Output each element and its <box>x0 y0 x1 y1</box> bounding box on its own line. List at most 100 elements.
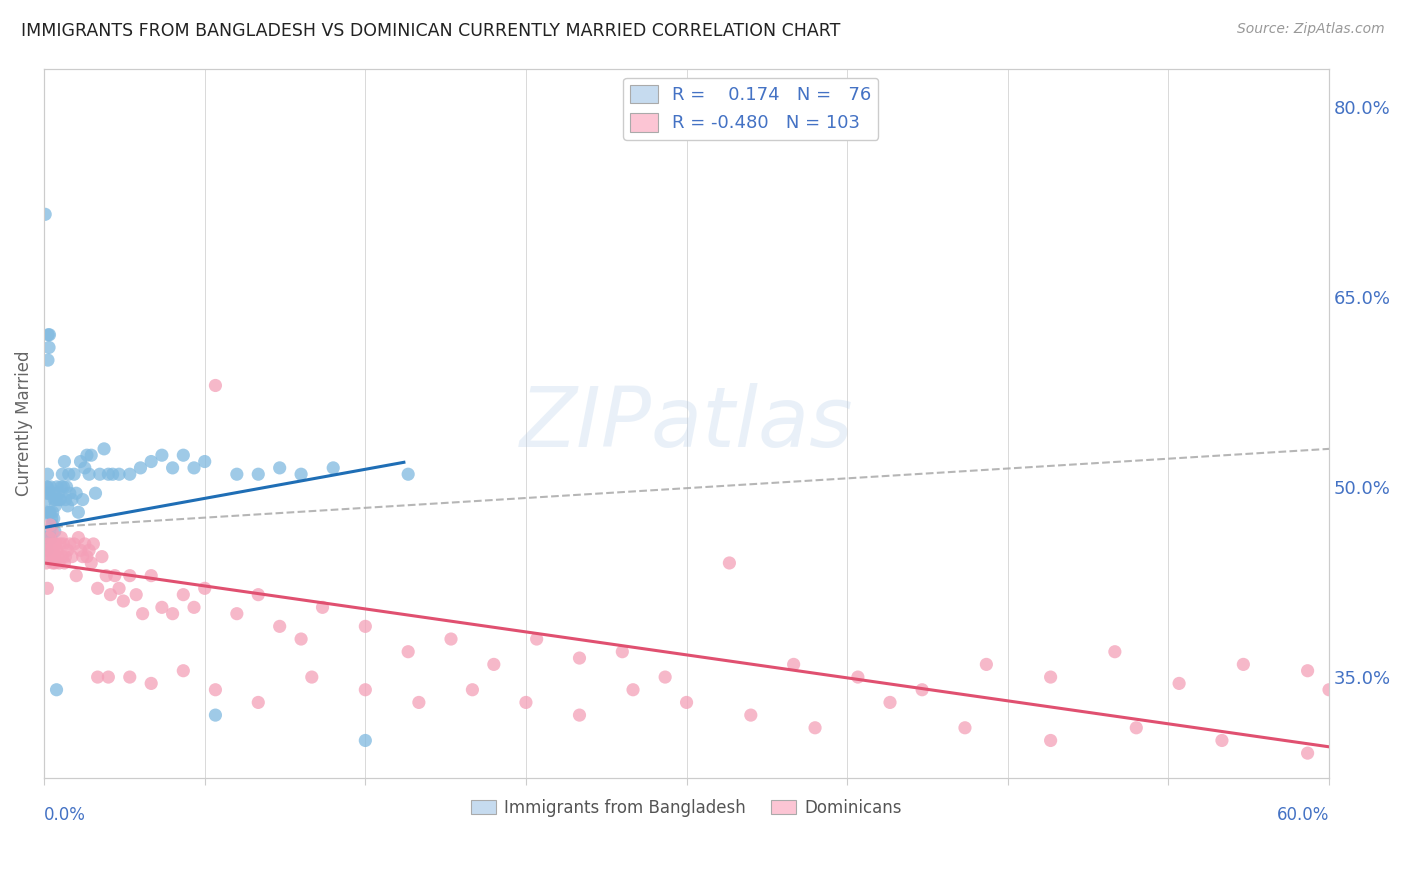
Point <box>225 607 247 621</box>
Point <box>45 682 67 697</box>
Point <box>440 632 463 646</box>
Point <box>89 467 111 482</box>
Point <box>129 461 152 475</box>
Point <box>354 733 377 747</box>
Point <box>162 461 184 475</box>
Point <box>150 448 173 462</box>
Point <box>37 353 59 368</box>
Point <box>72 492 94 507</box>
Point <box>65 486 87 500</box>
Point <box>55 480 77 494</box>
Point <box>37 327 59 342</box>
Point <box>194 454 217 468</box>
Point <box>41 556 63 570</box>
Point <box>526 632 548 646</box>
Text: Source: ZipAtlas.com: Source: ZipAtlas.com <box>1237 22 1385 37</box>
Point <box>269 461 291 475</box>
Point <box>354 619 377 633</box>
Point <box>194 582 217 596</box>
Point <box>290 632 312 646</box>
Point <box>49 537 72 551</box>
Point <box>461 682 484 697</box>
Point <box>118 467 141 482</box>
Point <box>49 492 72 507</box>
Text: 60.0%: 60.0% <box>1277 806 1329 824</box>
Point <box>42 543 65 558</box>
Point <box>76 549 98 564</box>
Point <box>100 588 122 602</box>
Point <box>51 531 73 545</box>
Point <box>63 537 86 551</box>
Point <box>44 549 66 564</box>
Point <box>301 670 323 684</box>
Point <box>39 505 62 519</box>
Point <box>48 492 70 507</box>
Point <box>42 486 65 500</box>
Point <box>55 492 77 507</box>
Point <box>1232 657 1254 672</box>
Legend: Immigrants from Bangladesh, Dominicans: Immigrants from Bangladesh, Dominicans <box>464 792 908 823</box>
Point <box>80 556 103 570</box>
Point <box>568 708 591 723</box>
Point <box>104 568 127 582</box>
Point <box>396 467 419 482</box>
Point <box>63 467 86 482</box>
Point <box>612 645 634 659</box>
Point <box>65 568 87 582</box>
Point <box>69 454 91 468</box>
Point <box>718 556 741 570</box>
Point <box>46 543 69 558</box>
Point <box>112 594 135 608</box>
Point <box>51 480 73 494</box>
Point <box>46 549 69 564</box>
Point <box>86 582 108 596</box>
Point <box>879 695 901 709</box>
Point <box>59 486 82 500</box>
Point <box>60 549 83 564</box>
Point <box>37 480 59 494</box>
Point <box>204 682 226 697</box>
Point <box>97 670 120 684</box>
Point <box>67 531 90 545</box>
Point <box>141 454 163 468</box>
Point <box>90 549 112 564</box>
Point <box>675 695 697 709</box>
Point <box>118 568 141 582</box>
Point <box>39 480 62 494</box>
Point <box>52 480 75 494</box>
Point <box>55 549 77 564</box>
Point <box>846 670 869 684</box>
Point <box>48 556 70 570</box>
Point <box>1039 670 1062 684</box>
Point <box>42 511 65 525</box>
Y-axis label: Currently Married: Currently Married <box>15 351 32 496</box>
Point <box>45 537 67 551</box>
Point <box>101 467 124 482</box>
Point <box>53 454 76 468</box>
Point <box>621 682 644 697</box>
Point <box>52 537 75 551</box>
Point <box>42 537 65 551</box>
Point <box>53 556 76 570</box>
Point <box>172 664 194 678</box>
Point <box>1104 645 1126 659</box>
Point <box>58 467 80 482</box>
Point <box>51 467 73 482</box>
Point <box>41 524 63 539</box>
Point <box>38 505 60 519</box>
Point <box>225 467 247 482</box>
Point <box>35 492 58 507</box>
Point <box>953 721 976 735</box>
Point <box>80 448 103 462</box>
Point <box>162 607 184 621</box>
Point <box>86 670 108 684</box>
Point <box>141 676 163 690</box>
Point <box>76 448 98 462</box>
Text: IMMIGRANTS FROM BANGLADESH VS DOMINICAN CURRENTLY MARRIED CORRELATION CHART: IMMIGRANTS FROM BANGLADESH VS DOMINICAN … <box>21 22 841 40</box>
Point <box>354 682 377 697</box>
Point <box>782 657 804 672</box>
Point <box>35 537 58 551</box>
Point <box>118 670 141 684</box>
Point <box>976 657 998 672</box>
Point <box>172 448 194 462</box>
